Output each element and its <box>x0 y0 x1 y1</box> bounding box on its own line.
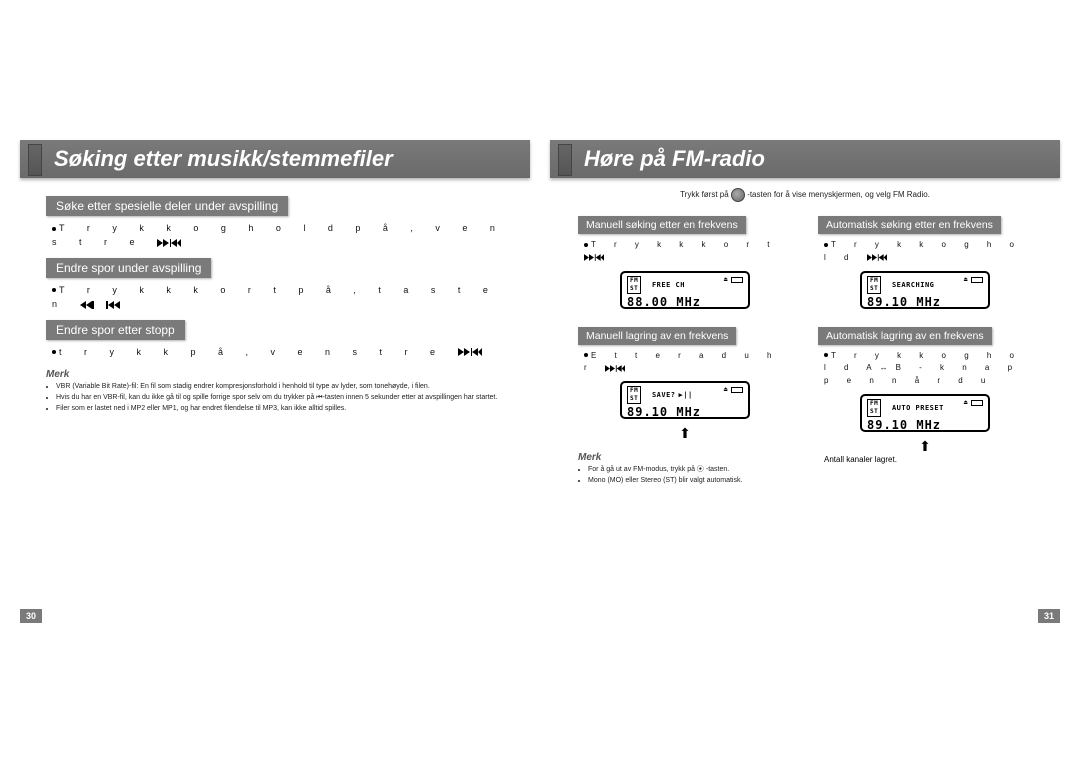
lcd-display: FMST SEARCHING ⏏ 89.10 MHz <box>860 271 990 309</box>
prev-next-icon <box>157 239 181 247</box>
column-left: Manuell søking etter en frekvens T r y k… <box>570 208 800 487</box>
prev-next-icon <box>458 348 482 356</box>
hold-icon: ⏏ <box>964 399 968 406</box>
merk-item: Mono (MO) eller Stereo (ST) blir valgt a… <box>588 476 780 485</box>
lcd-display: FMST FREE CH ⏏ 88.00 MHz <box>620 271 750 309</box>
lcd-line1: AUTO PRESET <box>892 404 944 412</box>
lcd-line2: 89.10 MHz <box>867 418 983 432</box>
prev-next-icon <box>867 254 887 261</box>
lcd-line1: SAVE? <box>652 391 676 399</box>
section-label: Endre spor etter stopp <box>46 320 185 340</box>
lcd-display: FMST AUTO PRESET ⏏ 89.10 MHz <box>860 394 990 432</box>
next-icon <box>80 301 94 309</box>
lcd-line2: 88.00 MHz <box>627 295 743 309</box>
page-left: Søking etter musikk/stemmefiler Søke ett… <box>20 140 530 623</box>
column-right: Automatisk søking etter en frekvens T r … <box>810 208 1040 487</box>
prev-next-icon <box>605 365 625 372</box>
instruction-text: T r y k k o g h o l d p å , v e n s t r … <box>52 223 505 247</box>
merk-item: Hvis du har en VBR-fil, kan du ikke gå t… <box>56 393 510 402</box>
merk-heading: Merk <box>46 369 530 380</box>
fm-badge-icon: FMST <box>867 399 881 417</box>
lcd-line1: SEARCHING <box>892 281 934 289</box>
lcd-line2: 89.10 MHz <box>627 405 743 419</box>
merk-item: VBR (Variable Bit Rate)-fil: En fil som … <box>56 382 510 391</box>
hold-icon: ⏏ <box>964 276 968 283</box>
prev-next-icon <box>584 254 604 261</box>
section-label: Endre spor under avspilling <box>46 258 211 278</box>
section-label: Manuell lagring av en frekvens <box>578 327 736 345</box>
title-banner-left: Søking etter musikk/stemmefiler <box>20 140 530 178</box>
merk-heading: Merk <box>578 452 800 463</box>
menu-button-icon <box>731 188 745 202</box>
text: T r y k k o g h o l d A↔B - k n a p p e … <box>824 351 1022 386</box>
fm-badge-icon: FMST <box>867 276 881 294</box>
page-number: 30 <box>20 609 42 623</box>
section-label: Manuell søking etter en frekvens <box>578 216 746 234</box>
instruction-text: t r y k k p å , v e n s t r e <box>59 347 445 357</box>
intro-pre: Trykk først på <box>680 190 729 199</box>
lcd-line1: FREE CH <box>652 281 685 289</box>
text: T r y k k k o r t <box>591 240 778 249</box>
lcd-caption: Antall kanaler lagret. <box>824 455 1040 464</box>
pointer-arrow-icon: ⬆ <box>570 425 800 442</box>
title-banner-right: Høre på FM-radio <box>550 140 1060 178</box>
body-text: T r y k k k o r t p å , t a s t e n <box>52 283 520 312</box>
merk-item: Filer som er lastet ned i MP2 eller MP1,… <box>56 404 510 413</box>
pointer-arrow-icon: ⬆ <box>810 438 1040 455</box>
battery-icon <box>971 277 983 283</box>
battery-icon <box>731 387 743 393</box>
page-number: 31 <box>1038 609 1060 623</box>
page-right: Høre på FM-radio Trykk først på -tasten … <box>550 140 1060 623</box>
merk-list: VBR (Variable Bit Rate)-fil: En fil som … <box>52 382 510 413</box>
merk-list: For å gå ut av FM-modus, trykk på ⦿ -tas… <box>584 465 780 485</box>
two-column-layout: Manuell søking etter en frekvens T r y k… <box>570 208 1040 487</box>
lcd-line2: 89.10 MHz <box>867 295 983 309</box>
instruction-text: T r y k k o g h o l d A↔B - k n a p p e … <box>824 350 1040 388</box>
section-label: Søke etter spesielle deler under avspill… <box>46 196 288 216</box>
hold-icon: ⏏ <box>724 276 728 283</box>
hold-icon: ⏏ <box>724 386 728 393</box>
prev-icon <box>106 301 120 309</box>
body-text: T r y k k o g h o l d p å , v e n s t r … <box>52 221 520 250</box>
fm-badge-icon: FMST <box>627 386 641 404</box>
text: T r y k k o g h o l d <box>824 240 1022 262</box>
section-label: Automatisk lagring av en frekvens <box>818 327 992 345</box>
merk-item: For å gå ut av FM-modus, trykk på ⦿ -tas… <box>588 465 780 474</box>
body-text: t r y k k p å , v e n s t r e <box>52 345 520 359</box>
instruction-text: T r y k k k o r t <box>584 239 800 265</box>
battery-icon <box>731 277 743 283</box>
intro-text: Trykk først på -tasten for å vise menysk… <box>580 188 1030 202</box>
lcd-display: FMST SAVE? ▶||⏏ 89.10 MHz <box>620 381 750 419</box>
section-label: Automatisk søking etter en frekvens <box>818 216 1001 234</box>
instruction-text: E t t e r a d u h r <box>584 350 800 376</box>
battery-icon <box>971 400 983 406</box>
fm-badge-icon: FMST <box>627 276 641 294</box>
intro-post: -tasten for å vise menyskjermen, og velg… <box>747 190 930 199</box>
instruction-text: T r y k k o g h o l d <box>824 239 1040 265</box>
